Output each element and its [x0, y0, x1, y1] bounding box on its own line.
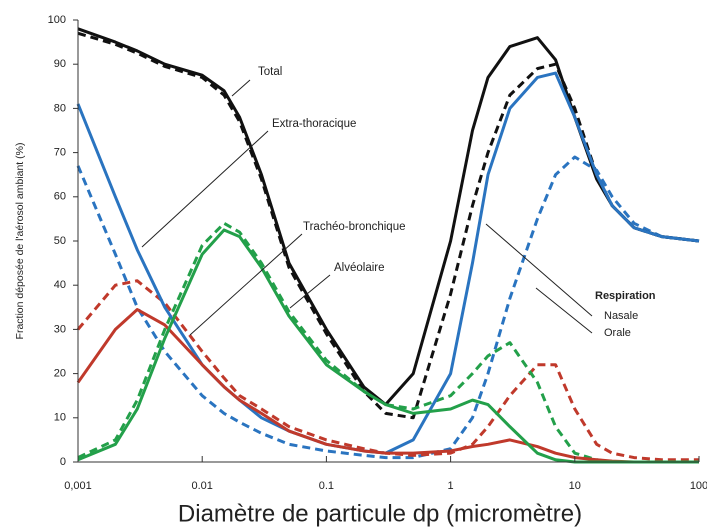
- annotation-label: Extra-thoracique: [272, 118, 356, 130]
- y-tick-label: 0: [60, 456, 66, 468]
- y-tick-label: 40: [54, 279, 66, 291]
- legend-entry: Orale: [604, 327, 631, 339]
- legend-leader: [535, 287, 593, 334]
- annotation-arrow: [231, 79, 251, 97]
- annotation-label: Total: [258, 66, 282, 78]
- y-tick-label: 10: [54, 412, 66, 424]
- x-tick-label: 1: [448, 480, 454, 492]
- annotation-arrow: [189, 233, 303, 336]
- annotation-label: Trachéo-bronchique: [303, 221, 406, 233]
- annotation-label: Alvéolaire: [334, 262, 385, 274]
- y-tick-label: 20: [54, 368, 66, 380]
- series-line: [76, 155, 700, 460]
- series-line: [76, 71, 700, 455]
- series-line: [77, 228, 699, 464]
- series-line: [77, 221, 699, 464]
- legend-leader: [485, 223, 593, 317]
- y-tick-label: 30: [54, 323, 66, 335]
- series-line: [77, 27, 700, 407]
- annotation-arrow: [141, 130, 269, 248]
- x-tick-label: 0.01: [191, 480, 212, 492]
- x-tick-label: 10: [569, 480, 581, 492]
- y-tick-label: 100: [48, 14, 66, 26]
- x-tick-label: 0.1: [319, 480, 334, 492]
- x-tick-label: 0,001: [64, 480, 92, 492]
- annotation-arrow: [289, 274, 331, 309]
- y-tick-label: 60: [54, 191, 66, 203]
- series-line: [76, 279, 699, 462]
- y-tick-label: 90: [54, 58, 66, 70]
- x-tick-label: 100: [690, 480, 707, 492]
- y-axis-label: Fraction déposée de l'aérosol ambiant (%…: [14, 143, 26, 340]
- series-line: [76, 308, 699, 464]
- legend-entry: Nasale: [604, 310, 638, 322]
- y-tick-label: 50: [54, 235, 66, 247]
- y-tick-label: 80: [54, 102, 66, 114]
- plot-area: [76, 27, 700, 464]
- y-tick-label: 70: [54, 147, 66, 159]
- legend-title: Respiration: [595, 290, 656, 302]
- x-axis-label: Diamètre de particule dp (micromètre): [178, 500, 582, 527]
